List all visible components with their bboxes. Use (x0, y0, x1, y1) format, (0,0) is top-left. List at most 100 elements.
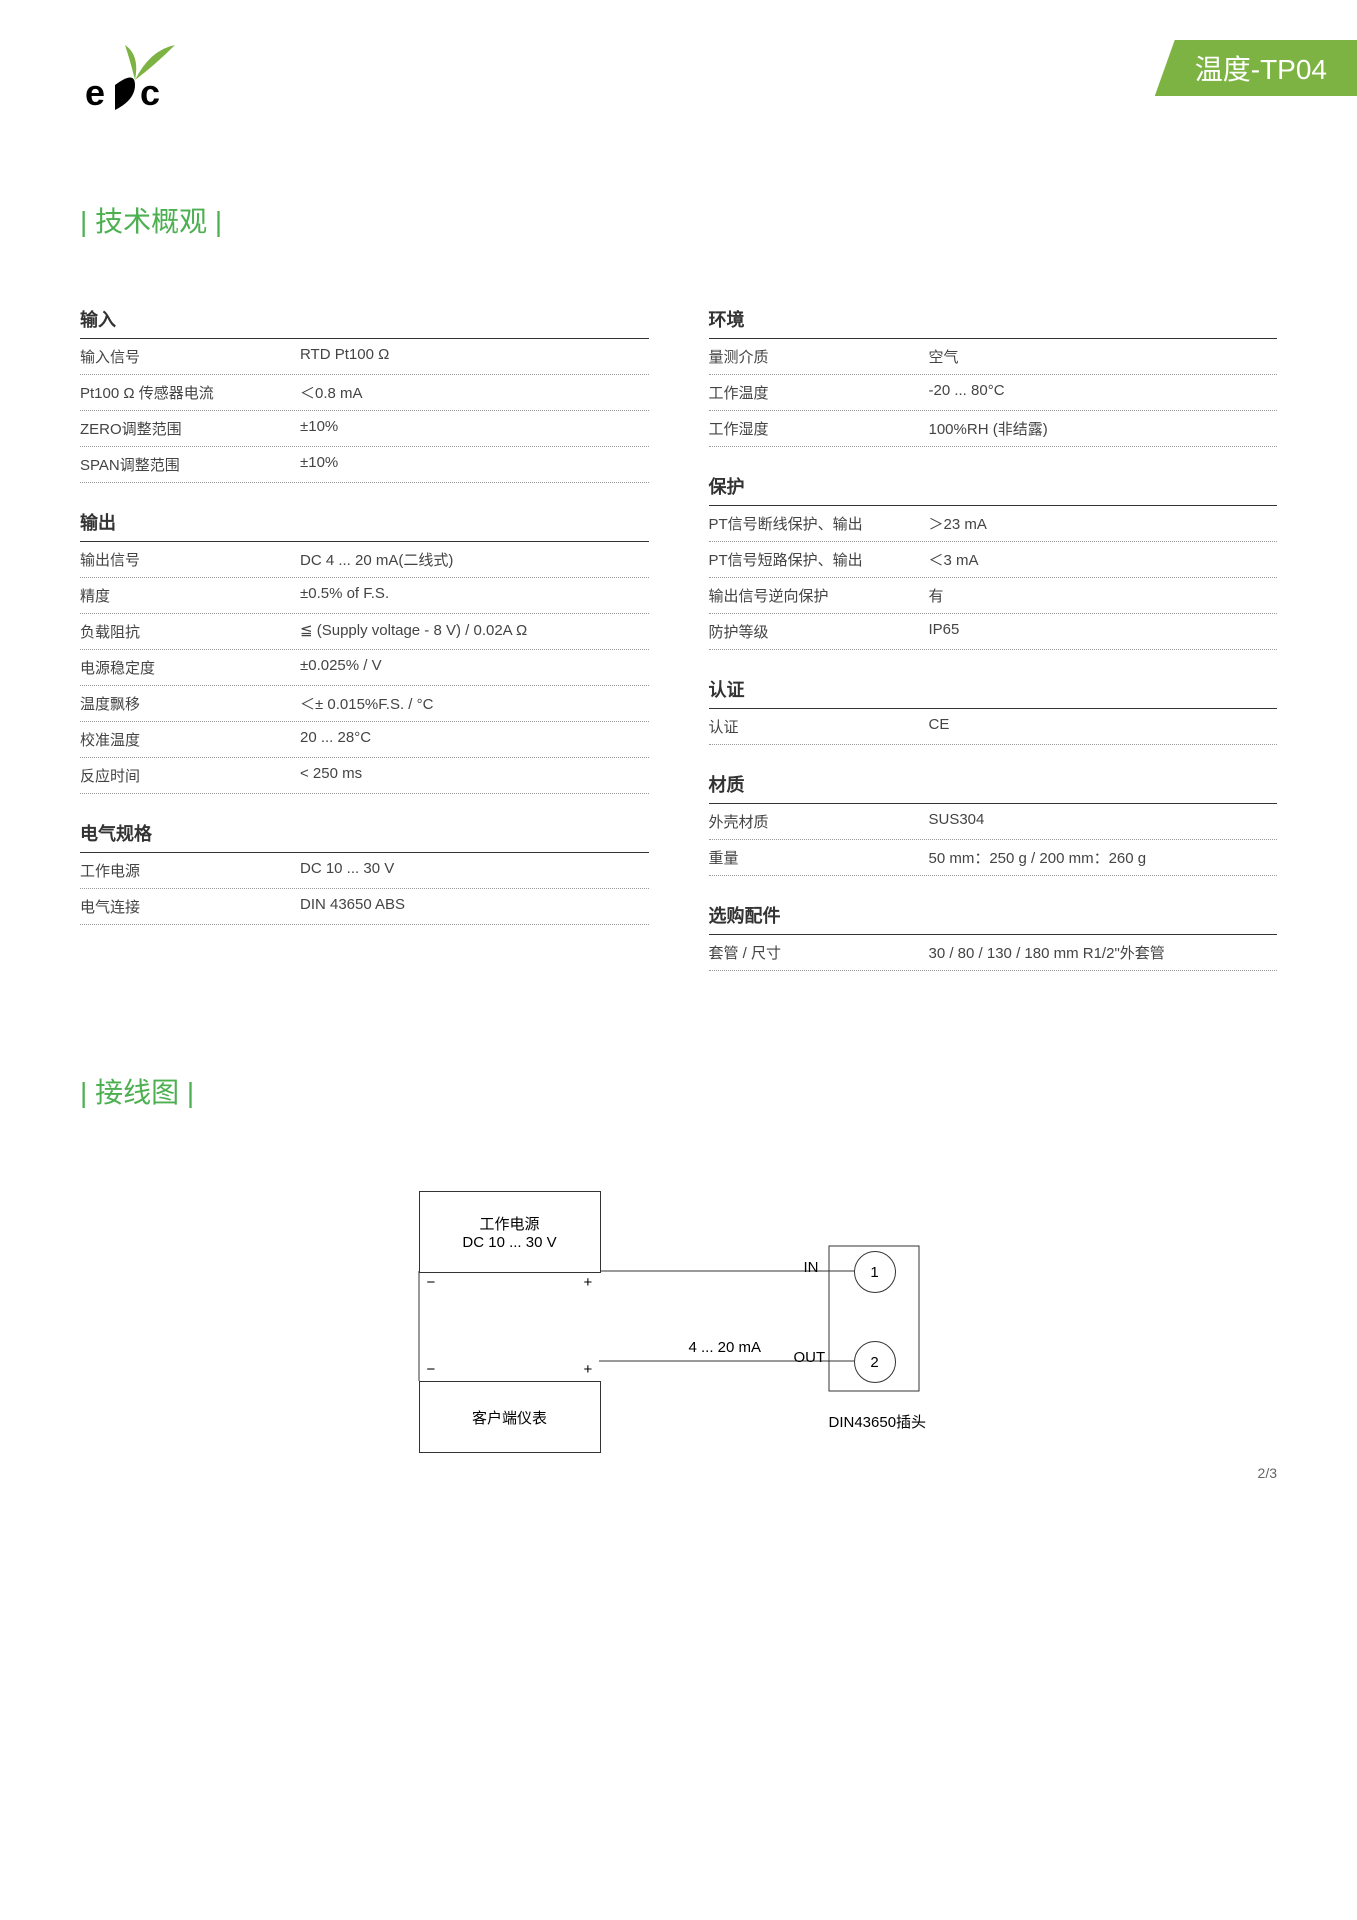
specs-container: 输入输入信号RTD Pt100 ΩPt100 Ω 传感器电流＜0.8 mAZER… (80, 300, 1277, 971)
spec-row: 重量50 mm：250 g / 200 mm：260 g (709, 840, 1278, 876)
spec-label: Pt100 Ω 传感器电流 (80, 382, 300, 403)
spec-row: 套管 / 尺寸30 / 80 / 130 / 180 mm R1/2"外套管 (709, 935, 1278, 971)
spec-value: ±10% (300, 418, 649, 439)
in-label: IN (804, 1259, 819, 1276)
spec-row: 量测介质空气 (709, 339, 1278, 375)
spec-row: 工作电源DC 10 ... 30 V (80, 853, 649, 889)
spec-group-title: 环境 (709, 300, 1278, 339)
spec-value: 有 (929, 585, 1278, 606)
spec-value: ±0.5% of F.S. (300, 585, 649, 606)
client-label: 客户端仪表 (472, 1407, 547, 1428)
spec-row: PT信号短路保护、输出＜3 mA (709, 542, 1278, 578)
spec-label: 精度 (80, 585, 300, 606)
specs-left-column: 输入输入信号RTD Pt100 ΩPt100 Ω 传感器电流＜0.8 mAZER… (80, 300, 649, 971)
spec-value: ±0.025% / V (300, 657, 649, 678)
specs-right-column: 环境量测介质空气工作温度-20 ... 80°C工作湿度100%RH (非结露)… (709, 300, 1278, 971)
out-label: OUT (794, 1349, 826, 1366)
current-label: 4 ... 20 mA (689, 1339, 762, 1356)
spec-label: 套管 / 尺寸 (709, 942, 929, 963)
spec-value: ＜3 mA (929, 549, 1278, 570)
spec-label: 重量 (709, 847, 929, 868)
section-title-specs: 技术概观 (80, 200, 1277, 240)
spec-value: ±10% (300, 454, 649, 475)
minus-1: − (427, 1274, 436, 1291)
spec-row: 反应时间< 250 ms (80, 758, 649, 794)
spec-row: PT信号断线保护、输出＞23 mA (709, 506, 1278, 542)
spec-value: 50 mm：250 g / 200 mm：260 g (929, 847, 1278, 868)
spec-group-title: 保护 (709, 467, 1278, 506)
spec-row: 输出信号逆向保护有 (709, 578, 1278, 614)
spec-label: PT信号断线保护、输出 (709, 513, 929, 534)
spec-label: 量测介质 (709, 346, 929, 367)
spec-value: ＜0.8 mA (300, 382, 649, 403)
spec-row: 电气连接DIN 43650 ABS (80, 889, 649, 925)
spec-value: ＞23 mA (929, 513, 1278, 534)
spec-row: 防护等级IP65 (709, 614, 1278, 650)
spec-label: 校准温度 (80, 729, 300, 750)
spec-label: SPAN调整范围 (80, 454, 300, 475)
spec-value: ＜± 0.015%F.S. / °C (300, 693, 649, 714)
plus-1: + (584, 1274, 593, 1291)
spec-value: DC 4 ... 20 mA(二线式) (300, 549, 649, 570)
spec-value: 100%RH (非结露) (929, 418, 1278, 439)
spec-value: 20 ... 28°C (300, 729, 649, 750)
power-box: 工作电源 DC 10 ... 30 V (419, 1191, 601, 1273)
spec-value: 空气 (929, 346, 1278, 367)
spec-row: 负载阻抗≦ (Supply voltage - 8 V) / 0.02A Ω (80, 614, 649, 650)
spec-value: DC 10 ... 30 V (300, 860, 649, 881)
logo: e c (80, 40, 200, 120)
terminal-2: 2 (854, 1341, 896, 1383)
spec-group-title: 输入 (80, 300, 649, 339)
spec-label: PT信号短路保护、输出 (709, 549, 929, 570)
spec-label: 工作温度 (709, 382, 929, 403)
spec-value: DIN 43650 ABS (300, 896, 649, 917)
connector-label: DIN43650插头 (829, 1411, 927, 1432)
plus-2: + (584, 1361, 593, 1378)
spec-label: 输出信号逆向保护 (709, 585, 929, 606)
spec-label: ZERO调整范围 (80, 418, 300, 439)
spec-value: SUS304 (929, 811, 1278, 832)
spec-row: ZERO调整范围±10% (80, 411, 649, 447)
page-number: 2/3 (1258, 1465, 1277, 1481)
power-range: DC 10 ... 30 V (462, 1234, 556, 1251)
spec-label: 输入信号 (80, 346, 300, 367)
spec-row: 电源稳定度±0.025% / V (80, 650, 649, 686)
spec-row: 外壳材质SUS304 (709, 804, 1278, 840)
spec-row: 工作温度-20 ... 80°C (709, 375, 1278, 411)
spec-label: 电气连接 (80, 896, 300, 917)
spec-group-title: 输出 (80, 503, 649, 542)
section-title-diagram: 接线图 (80, 1071, 1277, 1111)
spec-label: 认证 (709, 716, 929, 737)
spec-value: ≦ (Supply voltage - 8 V) / 0.02A Ω (300, 621, 649, 642)
spec-row: 精度±0.5% of F.S. (80, 578, 649, 614)
spec-group-title: 材质 (709, 765, 1278, 804)
svg-text:c: c (140, 72, 160, 113)
spec-label: 工作电源 (80, 860, 300, 881)
wiring-diagram: 工作电源 DC 10 ... 30 V 客户端仪表 1 2 − + − + IN… (399, 1171, 959, 1471)
spec-label: 防护等级 (709, 621, 929, 642)
spec-row: 校准温度20 ... 28°C (80, 722, 649, 758)
spec-row: SPAN调整范围±10% (80, 447, 649, 483)
svg-text:e: e (85, 72, 105, 113)
spec-label: 电源稳定度 (80, 657, 300, 678)
page-banner: 温度-TP04 (1155, 40, 1357, 96)
spec-label: 输出信号 (80, 549, 300, 570)
spec-group-title: 选购配件 (709, 896, 1278, 935)
spec-row: 工作湿度100%RH (非结露) (709, 411, 1278, 447)
spec-label: 反应时间 (80, 765, 300, 786)
spec-label: 外壳材质 (709, 811, 929, 832)
spec-label: 负载阻抗 (80, 621, 300, 642)
spec-value: 30 / 80 / 130 / 180 mm R1/2"外套管 (929, 942, 1278, 963)
spec-value: < 250 ms (300, 765, 649, 786)
spec-row: 输入信号RTD Pt100 Ω (80, 339, 649, 375)
spec-value: IP65 (929, 621, 1278, 642)
spec-row: Pt100 Ω 传感器电流＜0.8 mA (80, 375, 649, 411)
client-box: 客户端仪表 (419, 1381, 601, 1453)
spec-label: 工作湿度 (709, 418, 929, 439)
spec-row: 温度飘移＜± 0.015%F.S. / °C (80, 686, 649, 722)
spec-value: CE (929, 716, 1278, 737)
power-label: 工作电源 (479, 1213, 539, 1234)
minus-2: − (427, 1361, 436, 1378)
spec-row: 输出信号DC 4 ... 20 mA(二线式) (80, 542, 649, 578)
spec-label: 温度飘移 (80, 693, 300, 714)
